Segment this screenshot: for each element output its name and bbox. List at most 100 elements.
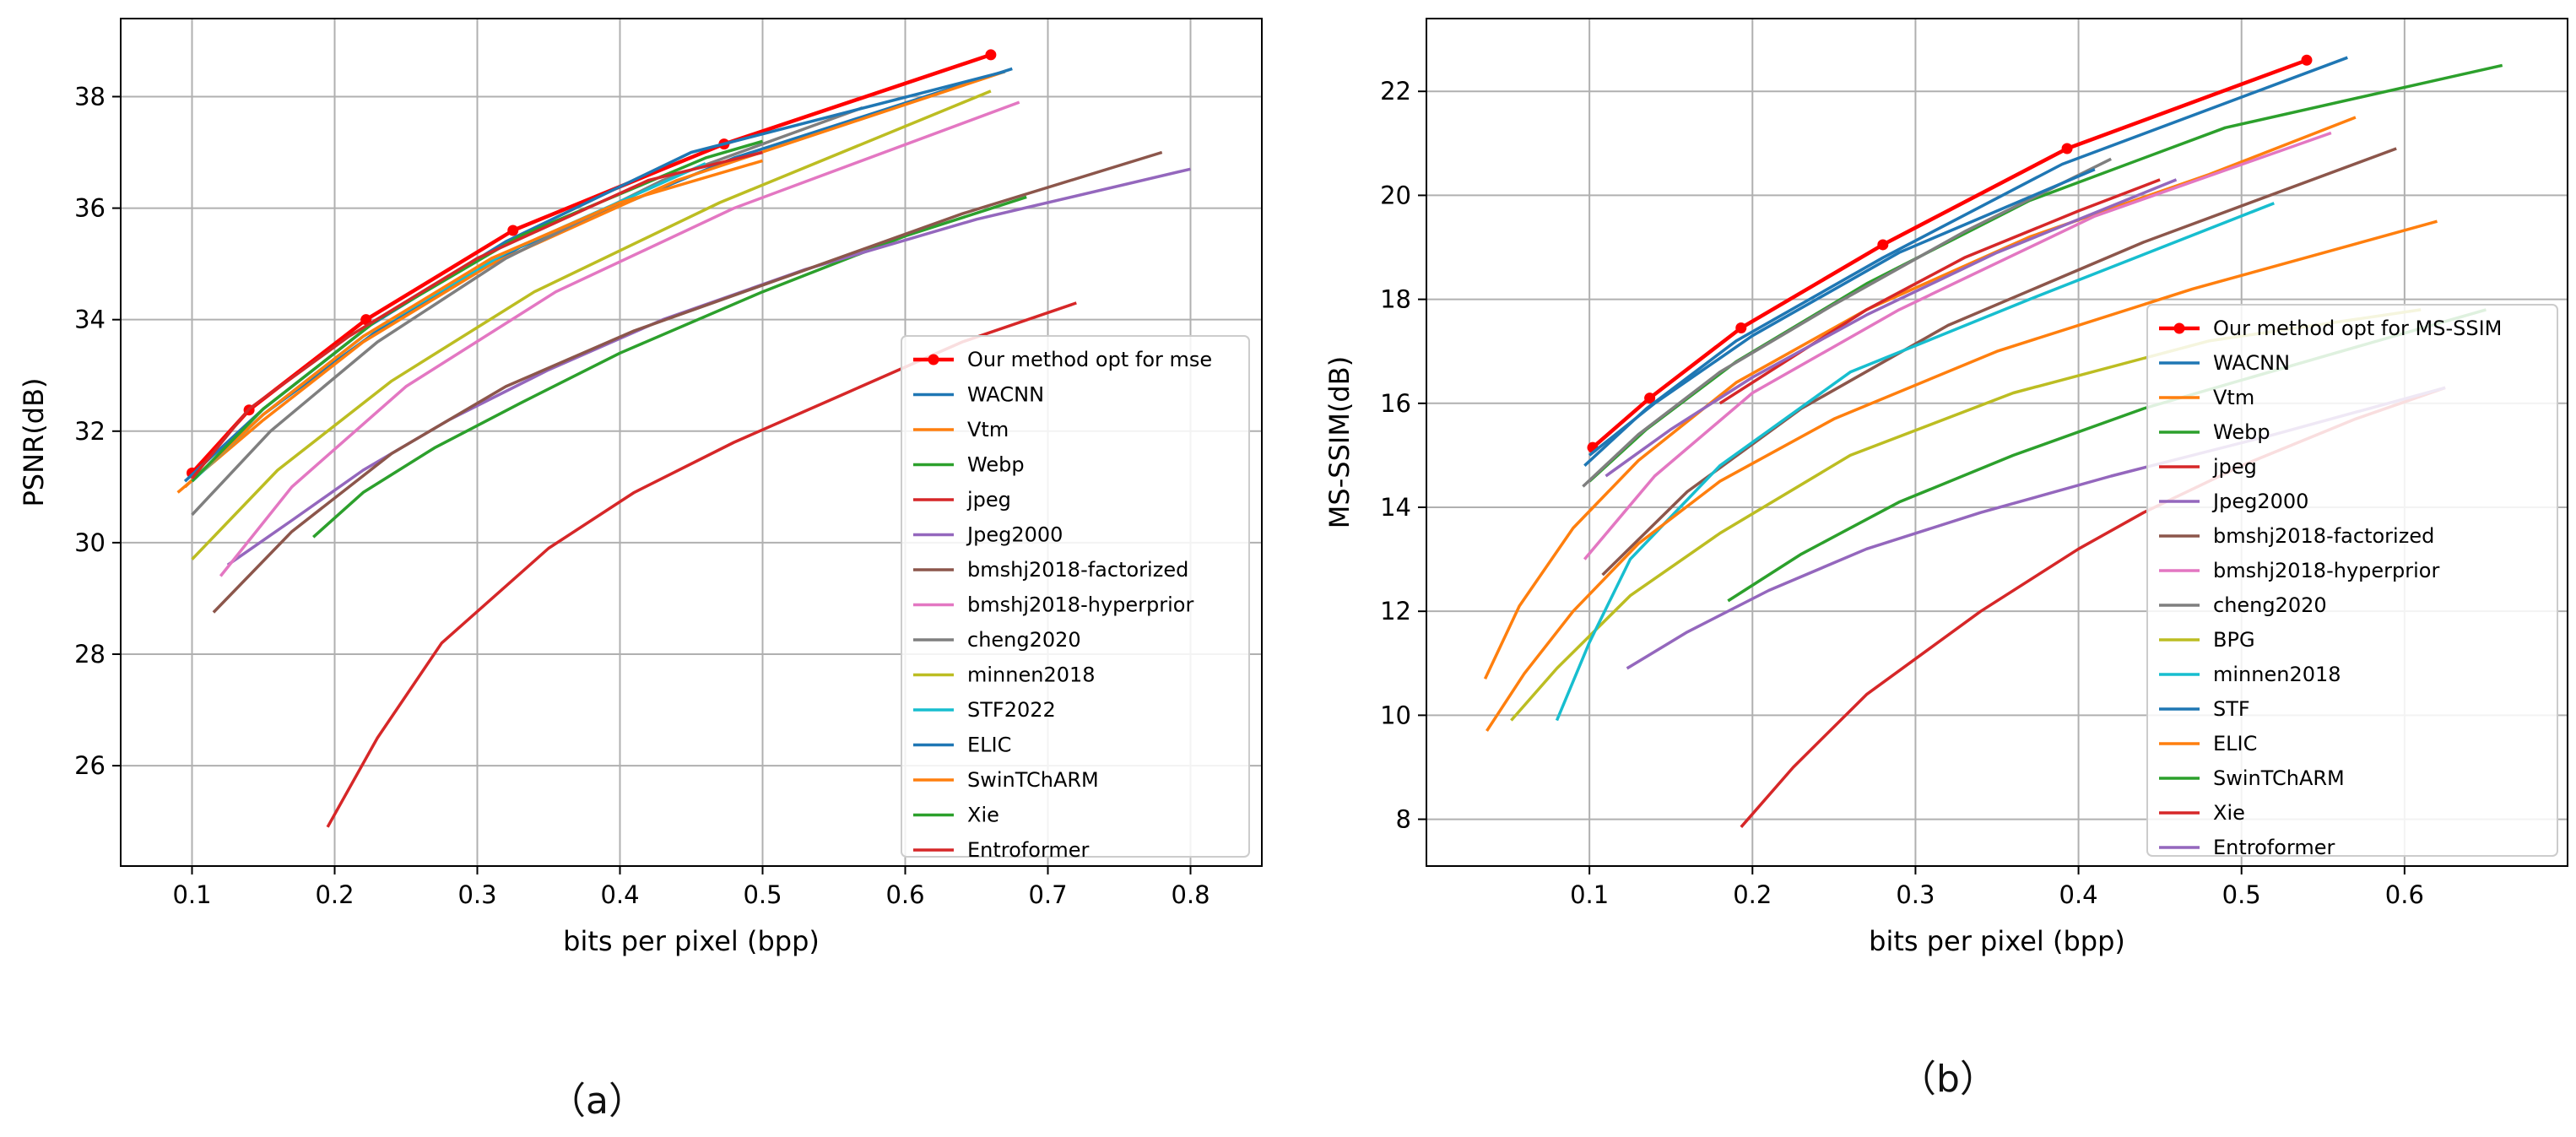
data-point	[1735, 322, 1747, 333]
plot-frame	[1426, 18, 2568, 867]
legend-label: bmshj2018-hyperprior	[967, 593, 1193, 617]
x-tick-label: 0.2	[1733, 880, 1772, 909]
series-line	[183, 159, 763, 489]
x-tick-label: 0.5	[2222, 880, 2261, 909]
legend-label: WACNN	[2213, 351, 2290, 375]
series-line	[183, 70, 1006, 483]
legend-entry: cheng2020	[913, 628, 1081, 652]
y-tick-label: 20	[1380, 181, 1411, 209]
data-point	[2061, 143, 2073, 154]
legend-box	[901, 335, 1250, 858]
legend-entry: ELIC	[2159, 732, 2257, 755]
x-axis-label: bits per pixel (bpp)	[563, 925, 820, 957]
legend-entry: Xie	[2159, 801, 2245, 825]
series-line	[1601, 147, 2397, 577]
legend-label: bmshj2018-factorized	[2213, 524, 2434, 548]
data-point	[2301, 54, 2313, 66]
legend-label: Our method opt for MS-SSIM	[2213, 317, 2502, 340]
legend-entry: cheng2020	[2159, 593, 2327, 617]
legend-entry: BPG	[2159, 628, 2255, 652]
legend-label: bmshj2018-hyperprior	[2213, 559, 2439, 582]
y-tick-label: 14	[1380, 493, 1411, 522]
legend-box	[2146, 304, 2558, 857]
series-line	[1583, 131, 2332, 560]
x-tick-label: 0.7	[1028, 880, 1067, 909]
legend-label: bmshj2018-factorized	[967, 558, 1188, 582]
legend-label: minnen2018	[967, 663, 1096, 687]
legend-label: ELIC	[967, 734, 1011, 757]
chart-b: 0.1 0.2 0.3 0.4 0.5 0.6 8 10 12 14 16 18 20 22 bits pe…	[1323, 18, 2568, 957]
series-line	[312, 195, 1027, 539]
legend-label: SwinTChARM	[2213, 766, 2345, 790]
plot-frame	[120, 18, 1263, 867]
legend-entry: Webp	[2159, 420, 2270, 444]
y-tick-label: 28	[74, 640, 106, 669]
legend-entry: Our method opt for MS-SSIM	[2159, 317, 2502, 340]
legend-entry: bmshj2018-factorized	[2159, 524, 2434, 548]
legend-entry: Vtm	[2159, 386, 2254, 409]
data-point	[985, 49, 997, 61]
legend-entry: bmshj2018-factorized	[913, 558, 1188, 582]
series-line	[219, 100, 1020, 577]
y-tick-label: 36	[74, 194, 106, 223]
series-group	[1483, 54, 2503, 828]
x-tick-label: 0.8	[1171, 880, 1210, 909]
chart-a: 0.1 0.2 0.3 0.4 0.5 0.6 0.7 0.8 26 28 30 32 34 36 38 bi…	[18, 18, 1263, 957]
legend-entry: minnen2018	[2159, 663, 2341, 686]
caption-a: （a）	[549, 1080, 646, 1123]
legend-entry: bmshj2018-hyperprior	[2159, 559, 2439, 582]
legend-entry: Entroformer	[2159, 836, 2335, 859]
series-line	[212, 150, 1163, 614]
legend-label: Xie	[967, 804, 999, 827]
series-line	[1483, 116, 2357, 680]
data-point	[1644, 393, 1656, 404]
caption-b: （b）	[1899, 1058, 1997, 1101]
y-tick-label: 30	[74, 528, 106, 557]
x-axis-label: bits per pixel (bpp)	[1869, 925, 2125, 957]
legend-entry: jpeg	[913, 488, 1011, 512]
legend-entry: Vtm	[913, 418, 1009, 441]
y-tick-label: 16	[1380, 389, 1411, 418]
legend-entry: SwinTChARM	[913, 768, 1099, 792]
legend-label: STF2022	[967, 698, 1056, 722]
legend: Our method opt for mse WACNN Vtm Webp jpeg Jp…	[901, 335, 1250, 862]
legend-label: Webp	[967, 453, 1025, 477]
legend-entry: WACNN	[2159, 351, 2290, 375]
legend-label: BPG	[2213, 628, 2255, 652]
series-line	[176, 70, 1006, 494]
legend-label: Xie	[2213, 801, 2245, 825]
series-line	[1591, 58, 2308, 449]
legend: Our method opt for MS-SSIM WACNN Vtm Webp jp…	[2146, 304, 2558, 859]
legend-entry: Jpeg2000	[913, 523, 1063, 547]
legend-marker	[2173, 322, 2185, 334]
data-point	[507, 225, 519, 236]
x-tick-label: 0.4	[2059, 880, 2098, 909]
y-tick-label: 12	[1380, 597, 1411, 625]
legend-label: Entroformer	[2213, 836, 2335, 859]
y-tick-label: 26	[74, 751, 106, 780]
legend-label: Jpeg2000	[2211, 490, 2308, 513]
y-axis-label: PSNR(dB)	[18, 377, 50, 506]
legend-entry: STF2022	[913, 698, 1056, 722]
series-line	[1582, 157, 2112, 488]
legend-entry: STF	[2159, 697, 2250, 721]
legend-entry: minnen2018	[913, 663, 1096, 687]
legend-entry: ELIC	[913, 734, 1011, 757]
series-line	[1486, 219, 2438, 732]
data-point	[360, 314, 372, 326]
x-tick-label: 0.3	[1896, 880, 1935, 909]
series-line	[191, 89, 992, 560]
legend-label: Jpeg2000	[966, 523, 1063, 547]
series-line	[1605, 178, 2178, 478]
series-line	[1588, 167, 2096, 457]
y-tick-label: 8	[1396, 805, 1411, 834]
series-line	[191, 150, 763, 480]
legend-label: SwinTChARM	[967, 768, 1099, 792]
legend-entry: Xie	[913, 804, 999, 827]
x-tick-label: 0.3	[457, 880, 496, 909]
series-line	[1718, 178, 2161, 405]
legend-label: Our method opt for mse	[967, 348, 1212, 371]
legend-label: minnen2018	[2213, 663, 2341, 686]
legend-label: Webp	[2213, 420, 2270, 444]
